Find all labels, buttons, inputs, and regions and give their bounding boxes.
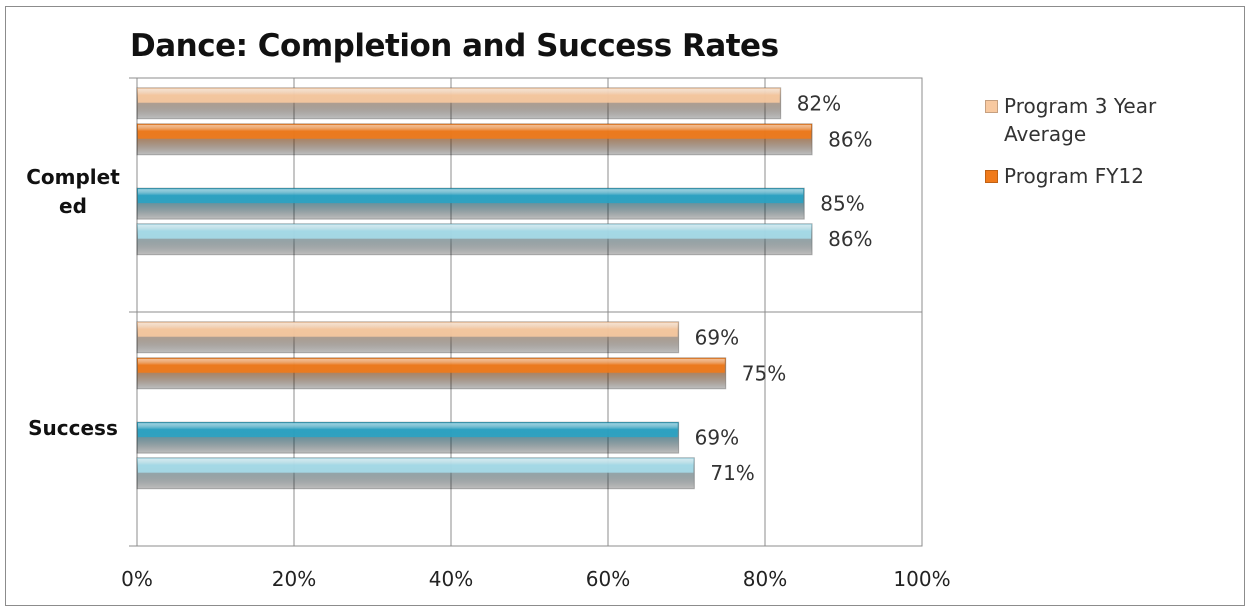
x-tick-label: 80% <box>743 567 787 591</box>
data-label: 82% <box>797 91 841 115</box>
data-label: 86% <box>828 227 872 251</box>
data-label: 71% <box>710 461 754 485</box>
x-tick-label: 20% <box>272 567 316 591</box>
x-tick-label: 0% <box>121 567 153 591</box>
category-label-completed-line2: ed <box>59 194 87 218</box>
legend-label-fy12: Program FY12 <box>1004 164 1144 188</box>
category-label-success: Success <box>28 416 118 440</box>
bar <box>136 123 813 156</box>
category-label-completed-line1: Complet <box>26 165 120 189</box>
legend-item-fy12: Program FY12 <box>985 162 1240 190</box>
x-tick-label: 100% <box>893 567 950 591</box>
x-tick-label: 40% <box>429 567 473 591</box>
legend-swatch-fy12 <box>985 170 998 183</box>
data-label: 69% <box>695 426 739 450</box>
legend-swatch-3yr-average <box>985 100 998 113</box>
bar <box>136 87 782 120</box>
data-label: 86% <box>828 127 872 151</box>
data-label: 85% <box>820 192 864 216</box>
bar <box>136 223 813 256</box>
legend: Program 3 Year Average Program FY12 <box>985 92 1240 204</box>
legend-label-3yr-average: Program 3 Year Average <box>1004 94 1157 146</box>
bar <box>136 421 680 454</box>
bar <box>136 457 695 490</box>
bar <box>136 321 680 354</box>
bar <box>136 187 805 220</box>
legend-item-3yr-average: Program 3 Year Average <box>985 92 1240 148</box>
data-label: 75% <box>742 361 786 385</box>
x-tick-label: 60% <box>586 567 630 591</box>
category-label-completed: Complet ed <box>18 163 128 221</box>
data-label: 69% <box>695 325 739 349</box>
bar <box>136 357 727 390</box>
chart-title: Dance: Completion and Success Rates <box>130 28 779 64</box>
